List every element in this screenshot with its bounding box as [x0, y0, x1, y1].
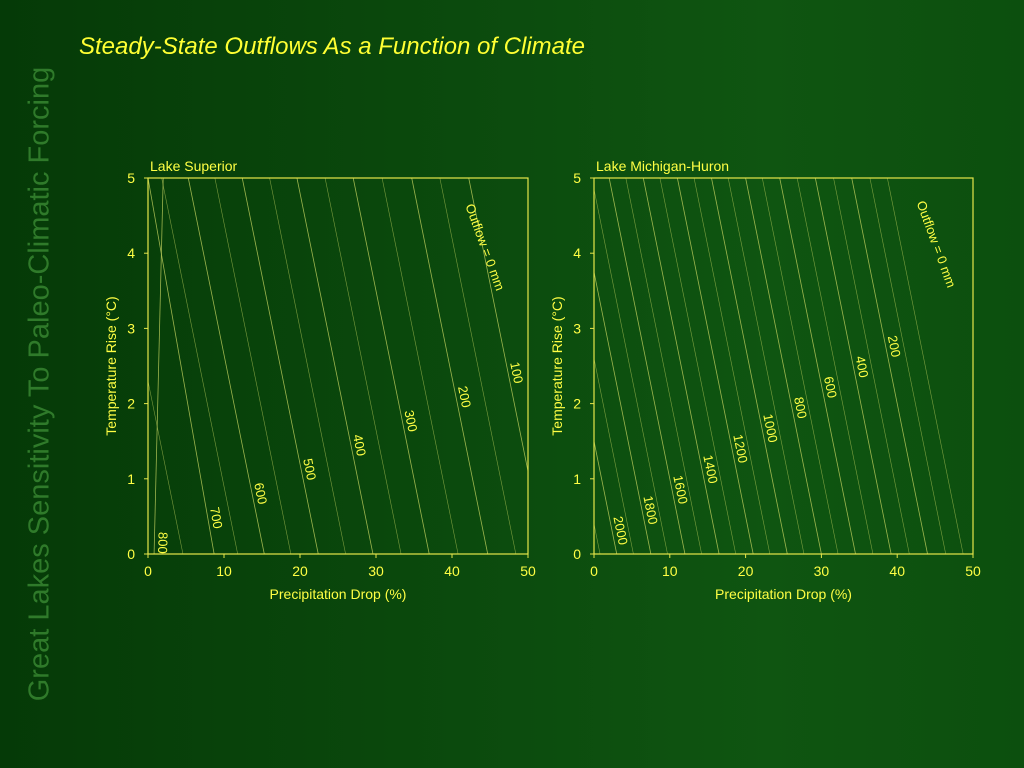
x-axis-label: Precipitation Drop (%) [270, 586, 407, 602]
x-tick-label: 30 [814, 563, 830, 579]
y-tick-label: 0 [127, 546, 135, 562]
contour-label-1000: 1000 [760, 413, 780, 444]
contour-label-1400: 1400 [700, 453, 720, 484]
y-axis-label: Temperature Rise (°C) [103, 296, 119, 435]
chart-title: Lake Superior [150, 158, 238, 174]
contour-line-500 [242, 178, 318, 554]
y-tick-label: 4 [573, 245, 581, 261]
contour-line-300 [353, 178, 429, 554]
plot-frame [148, 178, 528, 554]
x-tick-label: 50 [520, 563, 536, 579]
x-axis-label: Precipitation Drop (%) [715, 586, 852, 602]
y-tick-label: 2 [573, 396, 581, 412]
contour-line-800 [746, 178, 822, 554]
y-tick-label: 3 [573, 320, 581, 336]
x-tick-label: 20 [738, 563, 754, 579]
y-tick-label: 1 [127, 471, 135, 487]
chart-2: 200018001600140012001000800600400200Outf… [524, 158, 981, 602]
x-tick-label: 50 [965, 563, 981, 579]
y-tick-label: 4 [127, 245, 135, 261]
contour-line [728, 178, 804, 554]
contour-label-800: 800 [155, 532, 171, 554]
y-tick-label: 2 [127, 396, 135, 412]
contour-line [382, 178, 458, 554]
contour-line [270, 178, 346, 554]
contour-line-700 [148, 178, 214, 554]
contour-label-1200: 1200 [730, 433, 750, 464]
x-tick-label: 10 [662, 563, 678, 579]
y-axis-label: Temperature Rise (°C) [549, 296, 565, 435]
contour-label-2000: 2000 [610, 515, 630, 546]
contour-line [834, 178, 910, 554]
contour-lines [524, 178, 963, 554]
contour-line-800 [154, 178, 163, 554]
x-tick-label: 30 [368, 563, 384, 579]
y-tick-label: 0 [573, 546, 581, 562]
x-tick-label: 40 [444, 563, 460, 579]
contour-line-400 [297, 178, 373, 554]
outflow-zero-label: Outflow = 0 mm [914, 199, 959, 290]
contour-label-700: 700 [207, 506, 226, 530]
contour-line-1800 [575, 178, 651, 554]
x-tick-label: 40 [889, 563, 905, 579]
contour-line [660, 178, 736, 554]
contour-line [558, 178, 634, 554]
x-tick-label: 20 [292, 563, 308, 579]
x-tick-label: 10 [216, 563, 232, 579]
y-tick-label: 1 [573, 471, 581, 487]
contour-line-600 [780, 178, 856, 554]
y-tick-label: 5 [573, 170, 581, 186]
x-tick-label: 0 [144, 563, 152, 579]
contour-label-1800: 1800 [640, 494, 660, 525]
contour-line [694, 178, 770, 554]
contour-line [325, 178, 401, 554]
chart-title: Lake Michigan-Huron [596, 158, 729, 174]
x-tick-label: 0 [590, 563, 598, 579]
contour-line-1000 [711, 178, 787, 554]
contour-label-1600: 1600 [670, 474, 690, 505]
outflow-zero-label: Outflow = 0 mm [462, 202, 507, 293]
y-tick-label: 5 [127, 170, 135, 186]
y-tick-label: 3 [127, 320, 135, 336]
